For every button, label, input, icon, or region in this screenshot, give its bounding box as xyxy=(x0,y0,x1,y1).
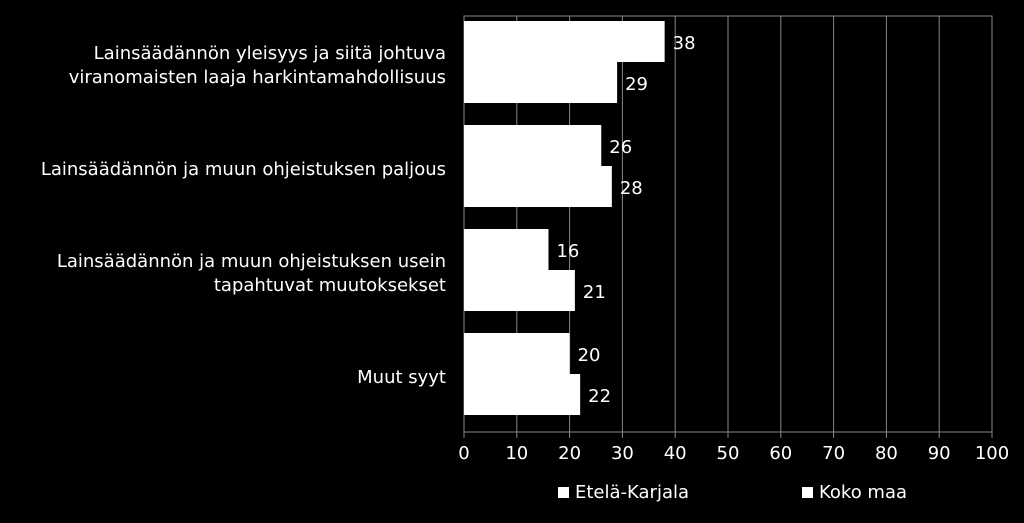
category-label-line: Muut syyt xyxy=(357,367,446,388)
bar-koko-maa xyxy=(464,166,612,207)
category-label-line: Lainsäädännön yleisyys ja siitä johtuva xyxy=(93,43,446,64)
data-label: 22 xyxy=(588,386,611,407)
x-tick-label: 60 xyxy=(769,443,792,464)
bar-etela-karjala xyxy=(464,229,549,270)
bar-etela-karjala xyxy=(464,333,570,374)
bar-koko-maa xyxy=(464,270,575,311)
category-label-line: tapahtuvat muutoksekset xyxy=(213,275,446,296)
data-label: 21 xyxy=(583,282,606,303)
data-label: 26 xyxy=(609,137,632,158)
bar-etela-karjala xyxy=(464,125,602,166)
category-label: Muut syyt xyxy=(357,366,446,390)
category-label-line: viranomaisten laaja harkintamahdollisuus xyxy=(68,67,446,88)
legend-label-koko-maa: Koko maa xyxy=(819,482,908,503)
x-tick-label: 0 xyxy=(458,443,469,464)
category-label: Lainsäädännön yleisyys ja siitä johtuva v… xyxy=(69,42,446,90)
legend-swatch-koko-maa xyxy=(802,487,813,498)
bar-etela-karjala xyxy=(464,21,665,62)
x-tick-label: 90 xyxy=(928,443,951,464)
x-tick-label: 100 xyxy=(975,443,1009,464)
data-label: 20 xyxy=(578,345,601,366)
data-label: 29 xyxy=(625,74,648,95)
data-label: 38 xyxy=(673,33,696,54)
x-tick-label: 80 xyxy=(875,443,898,464)
x-tick-label: 70 xyxy=(822,443,845,464)
data-label: 16 xyxy=(556,241,579,262)
legend-swatch-etela-karjala xyxy=(558,487,569,498)
category-label-line: Lainsäädännön ja muun ohjeistuksen paljo… xyxy=(40,159,446,180)
x-tick-label: 50 xyxy=(717,443,740,464)
legend-item-koko-maa: Koko maa xyxy=(802,482,907,503)
bar-koko-maa xyxy=(464,374,581,415)
category-label-line: Lainsäädännön ja muun ohjeistuksen usein xyxy=(56,251,446,272)
x-tick-label: 20 xyxy=(558,443,581,464)
data-label: 28 xyxy=(620,178,643,199)
bar-koko-maa xyxy=(464,62,618,103)
x-tick-label: 30 xyxy=(611,443,634,464)
category-label: Lainsäädännön ja muun ohjeistuksen paljo… xyxy=(41,158,446,182)
x-tick-label: 40 xyxy=(664,443,687,464)
x-tick-label: 10 xyxy=(505,443,528,464)
category-label: Lainsäädännön ja muun ohjeistuksen usein… xyxy=(57,250,446,298)
legend-item-etela-karjala: Etelä-Karjala xyxy=(558,482,689,503)
legend-label-etela-karjala: Etelä-Karjala xyxy=(575,482,690,503)
